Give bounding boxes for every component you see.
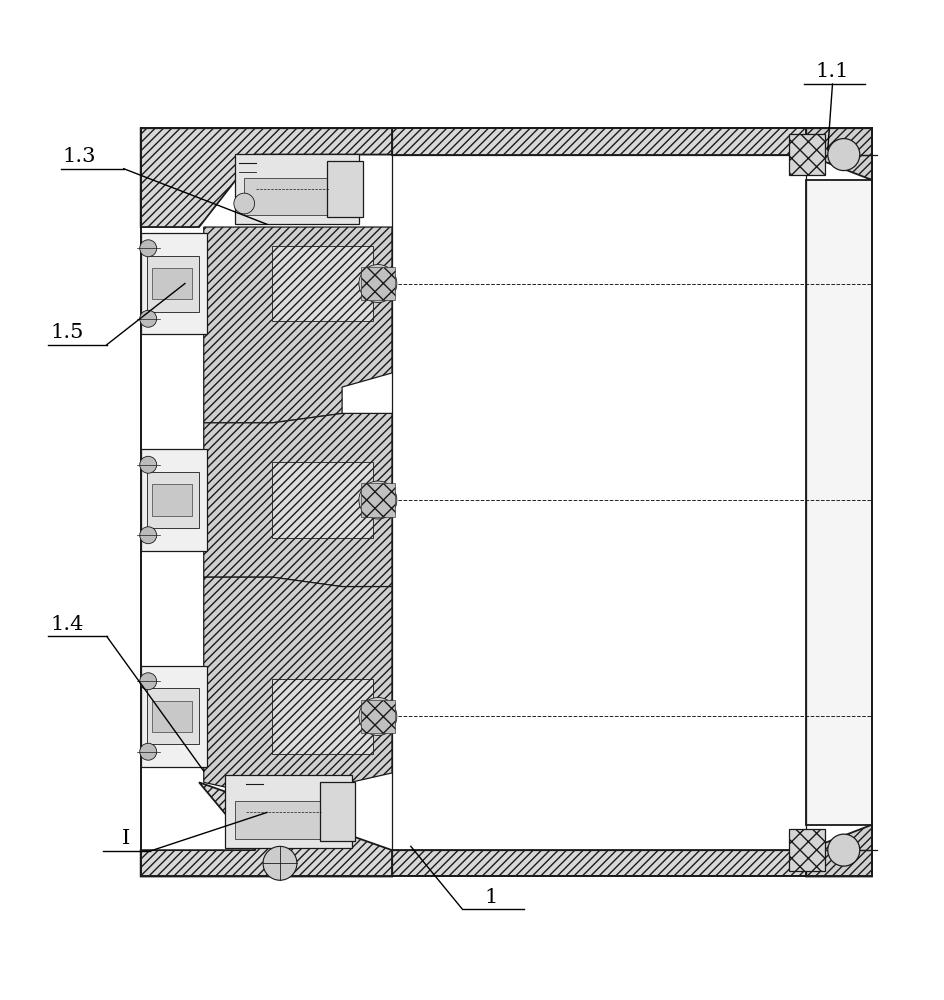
Circle shape bbox=[263, 846, 297, 880]
Bar bbox=[364, 704, 369, 729]
Bar bbox=[272, 679, 373, 754]
Bar bbox=[319, 782, 355, 841]
Bar bbox=[147, 472, 199, 528]
Text: 1.3: 1.3 bbox=[62, 147, 96, 166]
Bar bbox=[392, 155, 806, 850]
Bar bbox=[147, 688, 199, 744]
Bar bbox=[226, 775, 352, 848]
Circle shape bbox=[140, 673, 157, 690]
Bar bbox=[789, 829, 825, 871]
Circle shape bbox=[140, 240, 157, 257]
Circle shape bbox=[140, 743, 157, 760]
Bar bbox=[806, 180, 872, 825]
Circle shape bbox=[828, 834, 860, 866]
Bar bbox=[141, 449, 207, 551]
Polygon shape bbox=[141, 128, 392, 227]
Bar bbox=[272, 246, 373, 321]
Circle shape bbox=[359, 698, 396, 735]
Text: 1.1: 1.1 bbox=[816, 62, 850, 81]
Bar bbox=[362, 700, 395, 733]
Circle shape bbox=[359, 265, 396, 302]
Text: I: I bbox=[122, 829, 129, 848]
Text: 1.4: 1.4 bbox=[50, 615, 84, 634]
Text: 1: 1 bbox=[484, 888, 497, 907]
Bar bbox=[789, 134, 825, 175]
Circle shape bbox=[140, 527, 157, 544]
Polygon shape bbox=[806, 128, 872, 180]
Bar bbox=[272, 462, 373, 538]
Bar bbox=[152, 484, 192, 516]
Bar bbox=[364, 487, 369, 513]
Circle shape bbox=[359, 481, 396, 519]
Polygon shape bbox=[204, 577, 392, 812]
Bar bbox=[364, 271, 369, 296]
Bar bbox=[152, 701, 192, 732]
Bar bbox=[235, 154, 359, 224]
Polygon shape bbox=[806, 825, 872, 876]
Polygon shape bbox=[141, 782, 392, 876]
Polygon shape bbox=[204, 227, 392, 423]
Bar bbox=[141, 666, 207, 767]
Polygon shape bbox=[392, 850, 806, 876]
Bar bbox=[235, 801, 343, 839]
Text: 1.5: 1.5 bbox=[50, 323, 84, 342]
Circle shape bbox=[140, 456, 157, 473]
Circle shape bbox=[234, 193, 255, 214]
Circle shape bbox=[828, 139, 860, 171]
Bar bbox=[152, 268, 192, 299]
Bar bbox=[141, 233, 207, 334]
Bar bbox=[362, 483, 395, 517]
Bar bbox=[147, 256, 199, 312]
Bar bbox=[244, 178, 349, 215]
Bar bbox=[806, 180, 872, 825]
Bar bbox=[327, 161, 362, 217]
Polygon shape bbox=[392, 128, 806, 155]
Bar bbox=[362, 267, 395, 300]
Circle shape bbox=[140, 310, 157, 327]
Polygon shape bbox=[204, 413, 392, 587]
